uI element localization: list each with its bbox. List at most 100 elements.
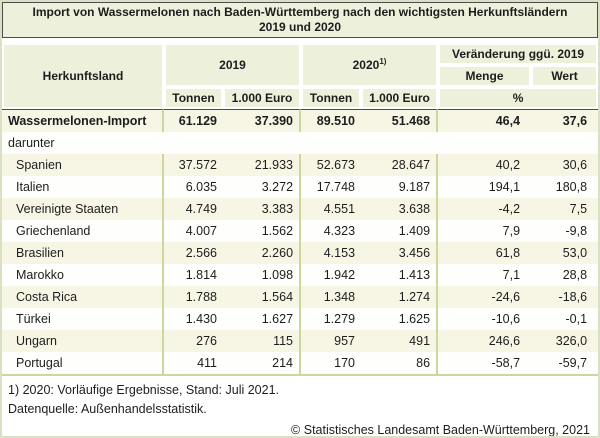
figure-footer: 1) 2020: Vorläufige Ergebnisse, Stand: J… (2, 376, 598, 437)
col-header-euro-2020: 1.000 Euro (361, 87, 439, 109)
country-name: Ungarn (2, 330, 164, 352)
country-name: Vereinigte Staaten (2, 198, 164, 220)
value-tonnen-2019: 4.007 (164, 220, 223, 242)
value-euro-2020: 1.274 (361, 286, 439, 308)
col-header-wert: Wert (531, 65, 598, 87)
value-euro-2020: 1.625 (361, 308, 439, 330)
value-tonnen-2020: 52.673 (301, 154, 362, 176)
value-tonnen-2020: 4.551 (301, 198, 362, 220)
copyright-notice: © Statistisches Landesamt Baden-Württemb… (291, 423, 590, 437)
value-tonnen-2019: 2.566 (164, 242, 223, 264)
country-name: Portugal (2, 352, 164, 374)
table-row: Marokko 1.814 1.098 1.942 1.413 7,1 28,8 (2, 264, 598, 286)
value-tonnen-2019: 1.788 (164, 286, 223, 308)
value-change-menge: -10,6 (438, 308, 532, 330)
col-header-herkunftsland: Herkunftsland (2, 43, 164, 109)
value-change-wert: 326,0 (531, 330, 598, 352)
total-row-label: Wassermelonen-Import (2, 109, 164, 132)
table-row: Brasilien 2.566 2.260 4.153 3.456 61,8 5… (2, 242, 598, 264)
value-euro-2020: 1.413 (361, 264, 439, 286)
header-row-groups: Herkunftsland 2019 20201) Veränderung gg… (2, 43, 598, 109)
value-euro-2020: 3.638 (361, 198, 439, 220)
value-tonnen-2019: 37.572 (164, 154, 223, 176)
table-row: Costa Rica 1.788 1.564 1.348 1.274 -24,6… (2, 286, 598, 308)
total-tonnen-2019: 61.129 (164, 109, 223, 132)
value-euro-2019: 115 (223, 330, 302, 352)
value-euro-2020: 28.647 (361, 154, 439, 176)
value-tonnen-2019: 1.430 (164, 308, 223, 330)
value-tonnen-2019: 276 (164, 330, 223, 352)
title-line-1: Import von Wassermelonen nach Baden-Würt… (32, 5, 568, 19)
value-change-menge: 194,1 (438, 176, 532, 198)
value-euro-2020: 3.456 (361, 242, 439, 264)
value-change-wert: 28,8 (531, 264, 598, 286)
col-header-tonnen-2019: Tonnen (164, 87, 223, 109)
value-change-menge: 40,2 (438, 154, 532, 176)
table-header: Herkunftsland 2019 20201) Veränderung gg… (2, 43, 598, 109)
table-row: Griechenland 4.007 1.562 4.323 1.409 7,9… (2, 220, 598, 242)
country-name: Italien (2, 176, 164, 198)
country-name: Brasilien (2, 242, 164, 264)
total-euro-2019: 37.390 (223, 109, 302, 132)
value-change-menge: 7,9 (438, 220, 532, 242)
value-change-menge: -4,2 (438, 198, 532, 220)
col-group-2019: 2019 (164, 43, 302, 87)
value-tonnen-2019: 1.814 (164, 264, 223, 286)
col-group-2020-label: 2020 (352, 58, 380, 72)
col-header-menge: Menge (438, 65, 532, 87)
value-euro-2019: 21.933 (223, 154, 302, 176)
value-tonnen-2019: 6.035 (164, 176, 223, 198)
col-header-percent: % (438, 87, 598, 109)
value-change-wert: -59,7 (531, 352, 598, 374)
table-row: Türkei 1.430 1.627 1.279 1.625 -10,6 -0,… (2, 308, 598, 330)
value-change-wert: -9,8 (531, 220, 598, 242)
value-euro-2019: 3.383 (223, 198, 302, 220)
value-tonnen-2020: 170 (301, 352, 362, 374)
table-row: Spanien 37.572 21.933 52.673 28.647 40,2… (2, 154, 598, 176)
value-tonnen-2020: 957 (301, 330, 362, 352)
value-tonnen-2019: 4.749 (164, 198, 223, 220)
value-change-menge: -24,6 (438, 286, 532, 308)
country-name: Marokko (2, 264, 164, 286)
country-name: Türkei (2, 308, 164, 330)
col-header-euro-2019: 1.000 Euro (223, 87, 302, 109)
value-change-wert: -0,1 (531, 308, 598, 330)
value-change-menge: 61,8 (438, 242, 532, 264)
value-change-wert: 180,8 (531, 176, 598, 198)
total-tonnen-2020: 89.510 (301, 109, 362, 132)
value-euro-2020: 1.409 (361, 220, 439, 242)
col-group-veraenderung: Veränderung ggü. 2019 (438, 43, 598, 65)
figure-title: Import von Wassermelonen nach Baden-Würt… (2, 2, 598, 38)
value-tonnen-2020: 1.279 (301, 308, 362, 330)
darunter-row: darunter (2, 132, 598, 154)
value-change-wert: -18,6 (531, 286, 598, 308)
country-name: Costa Rica (2, 286, 164, 308)
import-data-table: Herkunftsland 2019 20201) Veränderung gg… (2, 43, 598, 376)
value-euro-2020: 491 (361, 330, 439, 352)
value-tonnen-2019: 411 (164, 352, 223, 374)
total-change-wert: 37,6 (531, 109, 598, 132)
value-euro-2019: 1.627 (223, 308, 302, 330)
value-euro-2019: 1.562 (223, 220, 302, 242)
total-euro-2020: 51.468 (361, 109, 439, 132)
value-change-wert: 30,6 (531, 154, 598, 176)
darunter-label: darunter (2, 132, 598, 154)
footnote-1: 1) 2020: Vorläufige Ergebnisse, Stand: J… (8, 383, 280, 397)
footnote-marker: 1) (379, 57, 387, 66)
value-change-wert: 7,5 (531, 198, 598, 220)
table-row: Italien 6.035 3.272 17.748 9.187 194,1 1… (2, 176, 598, 198)
value-euro-2019: 1.564 (223, 286, 302, 308)
value-euro-2019: 2.260 (223, 242, 302, 264)
col-group-2020: 20201) (301, 43, 439, 87)
country-name: Griechenland (2, 220, 164, 242)
value-change-menge: 7,1 (438, 264, 532, 286)
value-change-menge: 246,6 (438, 330, 532, 352)
total-change-menge: 46,4 (438, 109, 532, 132)
value-tonnen-2020: 4.153 (301, 242, 362, 264)
value-tonnen-2020: 17.748 (301, 176, 362, 198)
table-row: Portugal 411 214 170 86 -58,7 -59,7 (2, 352, 598, 374)
value-euro-2019: 1.098 (223, 264, 302, 286)
value-euro-2020: 86 (361, 352, 439, 374)
header-row-subgroups: Menge Wert (2, 65, 598, 87)
